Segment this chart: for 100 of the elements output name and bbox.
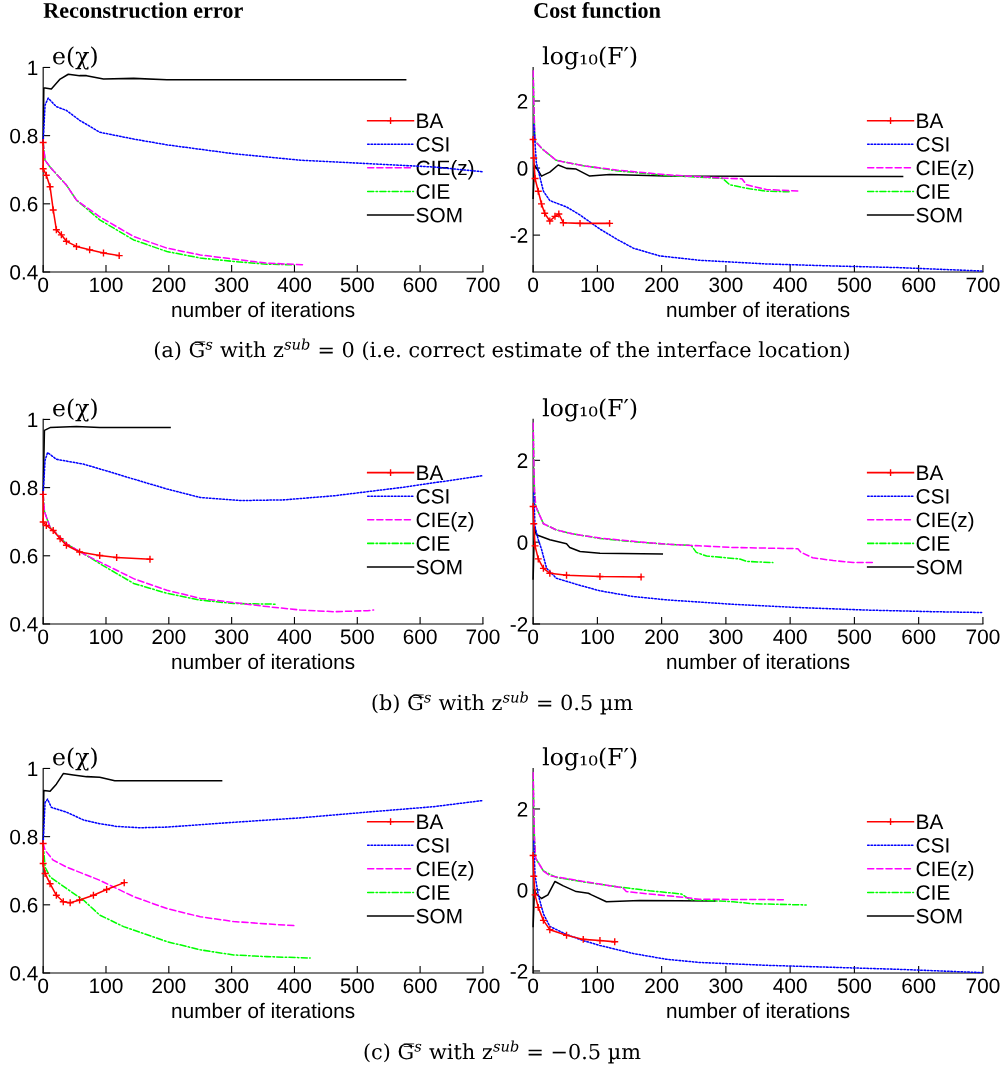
point — [530, 541, 540, 550]
x-tick-label: 100 — [90, 277, 123, 293]
y-tick-label: 1 — [28, 412, 38, 427]
y-tick-label: 0.8 — [10, 480, 38, 496]
chart-title: Cost function — [534, 2, 661, 18]
y-tick-label: -2 — [510, 963, 528, 979]
x-tick-label: 300 — [215, 629, 249, 645]
point — [610, 937, 619, 946]
x-tick-label: 0 — [528, 277, 539, 293]
legend-label: CIE — [416, 536, 450, 551]
point — [528, 502, 538, 511]
x-tick-label: 400 — [277, 978, 312, 994]
legend-label: BA — [417, 113, 444, 128]
legend-label: CSI — [916, 488, 949, 504]
x-tick-label: 400 — [773, 978, 807, 994]
point — [545, 925, 554, 934]
y-tick-label: 0.8 — [10, 829, 38, 845]
x-tick-label: 600 — [902, 629, 936, 645]
y-tick-label: 0.4 — [10, 265, 38, 280]
line-series — [42, 842, 295, 927]
x-tick-label: 0 — [38, 629, 49, 645]
x-tick-label: 500 — [340, 978, 374, 994]
y-tick-label: 0.6 — [10, 196, 38, 212]
text: (b) G̿$^{s}$ with z$^{sub}$ = 0.5 µm — [372, 691, 633, 715]
x-axis-title: number of iterations — [172, 301, 355, 318]
y-tick-label: 2 — [517, 453, 528, 468]
y-axis-title: e(χ) — [53, 747, 97, 771]
legend-label: SOM — [916, 207, 962, 223]
legend-label: SOM — [416, 559, 462, 575]
x-tick-label: 200 — [645, 277, 679, 293]
x-tick-label: 500 — [837, 277, 871, 293]
y-tick-label: -2 — [510, 228, 528, 243]
point — [39, 839, 48, 848]
x-tick-label: 200 — [645, 978, 679, 994]
legend-label: CIE(z) — [416, 861, 474, 881]
point — [57, 230, 66, 240]
legend-label: CIE(z) — [916, 511, 974, 532]
point — [45, 879, 55, 888]
point — [115, 251, 124, 260]
legend-label: CSI — [916, 136, 949, 152]
point — [636, 572, 646, 582]
x-tick-label: 400 — [773, 629, 807, 645]
y-tick-label: 0.8 — [10, 128, 38, 144]
legend-label: CIE — [416, 885, 450, 900]
x-tick-label: 300 — [215, 978, 249, 994]
x-tick-label: 700 — [966, 277, 1000, 293]
x-tick-label: 400 — [773, 277, 807, 293]
legend-label: BA — [417, 465, 444, 480]
point — [530, 890, 540, 899]
point — [99, 248, 108, 258]
legend-label: BA — [417, 814, 444, 829]
point — [530, 174, 540, 183]
point — [45, 182, 55, 191]
x-axis-title: number of iterations — [172, 653, 355, 670]
y-axis-title: log₁₀(F′) — [542, 398, 637, 422]
point — [554, 209, 563, 219]
x-tick-label: 200 — [152, 629, 186, 645]
x-tick-label: 500 — [340, 277, 374, 293]
x-tick-label: 700 — [466, 978, 500, 994]
legend-label: CIE(z) — [916, 160, 974, 180]
point — [39, 859, 48, 868]
x-tick-label: 700 — [966, 629, 1000, 645]
point — [39, 517, 48, 527]
legend-label: CIE(z) — [416, 511, 474, 532]
legend-label: SOM — [916, 908, 962, 924]
x-tick-label: 600 — [403, 978, 437, 994]
legend-label: SOM — [416, 207, 462, 223]
legend-label: BA — [917, 113, 944, 128]
x-tick-label: 700 — [966, 978, 1000, 994]
y-tick-label: 1 — [28, 761, 38, 776]
chart-title: Reconstruction error — [43, 2, 243, 18]
point — [595, 936, 605, 945]
legend-label: CIE — [916, 885, 950, 900]
x-tick-label: 200 — [152, 277, 186, 293]
y-axis-title: log₁₀(F′) — [542, 747, 637, 771]
x-axis-title: number of iterations — [172, 1002, 355, 1019]
point — [528, 851, 538, 860]
point — [534, 187, 543, 196]
legend-label: SOM — [916, 559, 962, 575]
x-tick-label: 400 — [277, 629, 312, 645]
point — [49, 205, 58, 215]
x-tick-label: 0 — [38, 978, 49, 994]
y-tick-label: 1 — [28, 60, 38, 75]
x-tick-label: 700 — [466, 629, 500, 645]
y-tick-label: 0 — [517, 535, 528, 550]
x-tick-label: 300 — [709, 978, 743, 994]
point — [39, 490, 48, 499]
line-series — [532, 422, 875, 564]
point — [145, 555, 155, 564]
legend-label: CIE — [916, 184, 950, 199]
x-axis-title: number of iterations — [667, 301, 850, 318]
x-tick-label: 0 — [528, 978, 539, 994]
x-tick-label: 400 — [277, 277, 312, 293]
point — [575, 219, 585, 228]
text: (c) G̿$^{s}$ with z$^{sub}$ = −0.5 µm — [364, 1040, 641, 1064]
x-axis-title: number of iterations — [667, 1002, 850, 1019]
x-axis-title: number of iterations — [667, 653, 850, 670]
point — [85, 245, 94, 255]
x-tick-label: 100 — [581, 277, 614, 293]
x-tick-label: 700 — [466, 277, 500, 293]
